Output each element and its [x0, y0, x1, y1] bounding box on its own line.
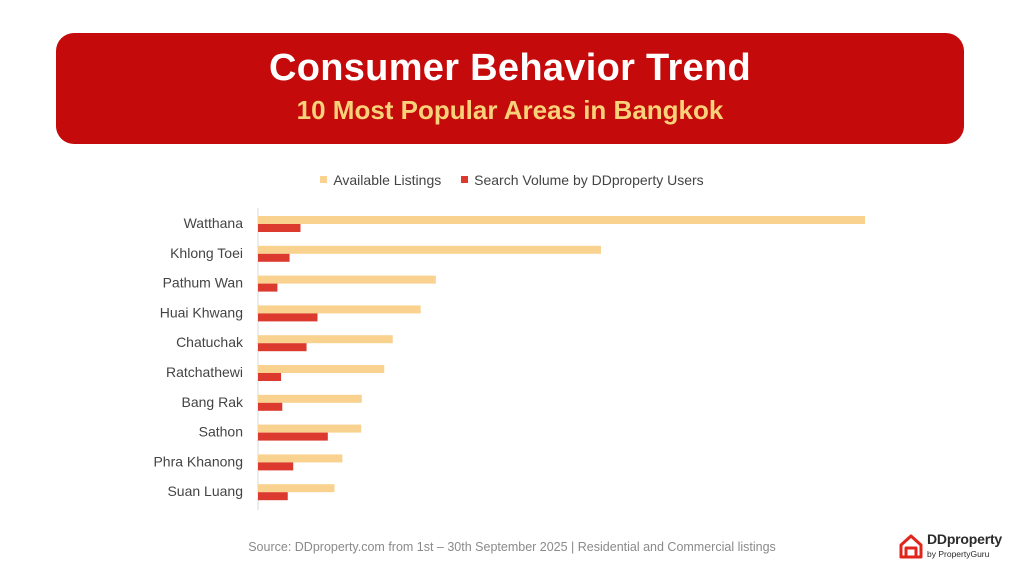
category-label: Ratchathewi	[166, 364, 243, 380]
legend-item-search: Search Volume by DDproperty Users	[461, 172, 704, 188]
category-label: Suan Luang	[167, 483, 243, 499]
bar-search-volume	[258, 492, 288, 501]
logo-byline: by PropertyGuru	[927, 549, 990, 559]
bar-available-listings	[258, 394, 362, 403]
bar-search-volume	[258, 224, 301, 232]
legend-swatch-search	[461, 176, 469, 183]
title-banner: Consumer Behavior Trend 10 Most Popular …	[56, 33, 964, 144]
ddproperty-logo: DDproperty by PropertyGuru	[899, 530, 1009, 564]
source-note: Source: DDproperty.com from 1st – 30th S…	[248, 540, 776, 554]
bar-search-volume	[258, 313, 318, 322]
house-logo-icon	[899, 534, 923, 559]
bar-search-volume	[258, 373, 282, 381]
bar-search-volume	[258, 462, 294, 471]
bar-available-listings	[258, 454, 343, 463]
bar-available-listings	[258, 275, 436, 284]
legend-swatch-available	[320, 176, 328, 183]
bar-available-listings	[258, 305, 421, 314]
category-label: Watthana	[184, 215, 244, 231]
legend-label-search: Search Volume by DDproperty Users	[474, 171, 704, 188]
bar-search-volume	[258, 253, 290, 262]
category-label: Pathum Wan	[163, 275, 243, 291]
bar-available-listings	[258, 245, 601, 254]
category-label: Phra Khanong	[153, 453, 243, 469]
bar-search-volume	[258, 432, 328, 441]
bar-available-listings	[258, 365, 385, 373]
logo-name: DDproperty	[927, 531, 1003, 547]
chart-title: Consumer Behavior Trend	[268, 47, 751, 89]
category-label: Chatuchak	[176, 334, 244, 350]
bar-available-listings	[258, 484, 335, 493]
chart-subtitle: 10 Most Popular Areas in Bangkok	[296, 95, 724, 125]
legend-item-available: Available Listings	[320, 172, 441, 188]
bar-available-listings	[258, 424, 362, 433]
bar-search-volume	[258, 402, 283, 411]
category-label: Bang Rak	[182, 394, 244, 410]
legend-label-available: Available Listings	[333, 171, 442, 188]
category-label: Huai Khwang	[160, 304, 243, 320]
category-label: Khlong Toei	[170, 245, 243, 261]
category-label: Sathon	[199, 424, 243, 440]
bar-search-volume	[258, 343, 307, 352]
chart-legend: Available Listings Search Volume by DDpr…	[0, 170, 1024, 188]
bar-available-listings	[258, 335, 393, 344]
bar-search-volume	[258, 283, 278, 292]
bar-available-listings	[258, 216, 865, 224]
